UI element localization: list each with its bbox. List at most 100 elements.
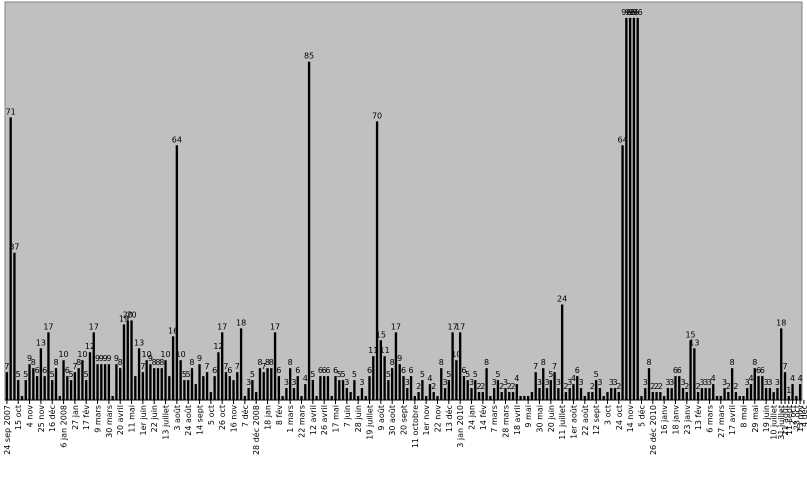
bar-201: [764, 388, 768, 400]
value-label-157: 3: [597, 378, 602, 387]
value-label-164: 96: [621, 8, 631, 17]
x-tick-label-108: 11 octobre: [411, 405, 420, 448]
value-label-100: 11: [380, 346, 390, 355]
bar-6: [28, 364, 31, 400]
value-label-210: 4: [798, 374, 803, 383]
value-label-117: 5: [446, 370, 451, 379]
bar-67: [258, 368, 262, 400]
value-label-23: 17: [89, 322, 99, 331]
bar-165: [628, 17, 632, 400]
bar-91: [349, 392, 352, 400]
x-tick-label-144: 20 juin: [547, 405, 556, 432]
x-tick-label-186: 6 mars: [705, 405, 714, 433]
bar-33: [130, 320, 133, 400]
value-label-89: 5: [341, 370, 346, 379]
bar-209: [795, 396, 798, 400]
bar-17: [69, 380, 73, 400]
value-label-74: 3: [284, 378, 289, 387]
bar-134: [511, 392, 515, 400]
bar-144: [549, 380, 552, 400]
bar-109: [417, 392, 420, 400]
x-tick-label-203: 10 juillet: [770, 405, 779, 440]
bar-208: [791, 384, 794, 400]
bar-152: [579, 388, 583, 400]
bar-100: [383, 356, 386, 400]
bar-82: [315, 396, 318, 400]
bar-68: [262, 372, 265, 400]
value-label-45: 64: [172, 135, 182, 144]
bar-210: [798, 384, 802, 400]
value-label-62: 18: [236, 318, 246, 327]
value-label-61: 7: [235, 362, 240, 371]
bar-142: [542, 368, 545, 400]
value-label-145: 7: [552, 362, 557, 371]
bar-198: [753, 368, 756, 400]
bar-106: [406, 388, 409, 400]
bar-83: [319, 376, 322, 400]
x-tick-label-141: 30 mai: [535, 405, 544, 433]
bar-42: [164, 360, 167, 400]
value-label-53: 7: [205, 362, 210, 371]
bar-102: [391, 368, 394, 400]
value-label-19: 8: [76, 358, 81, 367]
bar-158: [602, 396, 605, 400]
value-label-72: 6: [276, 366, 281, 375]
bar-112: [428, 384, 432, 400]
value-label-134: 2: [510, 382, 515, 391]
value-label-103: 17: [391, 322, 401, 331]
x-tick-label-177: 18 janv: [671, 405, 680, 435]
value-label-121: 6: [461, 366, 466, 375]
value-label-141: 3: [537, 378, 542, 387]
bar-181: [689, 340, 692, 400]
x-tick-label-105: 20 sept: [400, 405, 409, 435]
bar-169: [644, 388, 647, 400]
value-label-40: 8: [155, 358, 160, 367]
bar-73: [281, 396, 284, 400]
bar-44: [171, 336, 175, 400]
bar-140: [534, 372, 537, 400]
bar-194: [738, 396, 741, 400]
bar-184: [700, 388, 704, 400]
plot-area: [4, 1, 803, 401]
value-label-3: 5: [16, 370, 21, 379]
value-label-39: 8: [152, 358, 157, 367]
value-label-186: 3: [707, 378, 712, 387]
value-label-184: 3: [699, 378, 704, 387]
x-tick-label-99: 9 août: [377, 405, 386, 431]
x-tick-label-66: 28 déc 2008: [251, 405, 261, 455]
value-label-6: 9: [27, 354, 32, 363]
value-label-22: 12: [85, 342, 95, 351]
value-label-35: 13: [134, 338, 144, 347]
bar-204: [776, 388, 779, 400]
bar-124: [474, 380, 477, 400]
value-label-155: 2: [590, 382, 595, 391]
x-tick-label-6: 4 nov: [26, 405, 35, 428]
bar-87: [334, 376, 337, 400]
value-label-37: 10: [142, 350, 152, 359]
bar-145: [553, 372, 556, 400]
x-tick-label-129: 7 mars: [490, 405, 499, 433]
value-label-94: 3: [359, 378, 364, 387]
value-label-59: 6: [227, 366, 232, 375]
bar-120: [458, 332, 462, 400]
bar-15: [62, 360, 65, 400]
bar-32: [126, 320, 129, 400]
value-label-13: 8: [53, 358, 58, 367]
value-label-172: 2: [654, 382, 659, 391]
x-tick-label-162: 24 oct: [615, 405, 624, 430]
value-label-119: 10: [451, 350, 461, 359]
x-tick-label-111: 1er nov: [422, 405, 431, 436]
bar-200: [761, 376, 764, 400]
value-label-64: 3: [246, 378, 251, 387]
value-label-99: 15: [376, 330, 386, 339]
value-label-179: 3: [680, 378, 685, 387]
bar-151: [576, 376, 579, 400]
bar-49: [190, 368, 194, 400]
value-label-41: 8: [159, 358, 164, 367]
value-label-109: 2: [416, 382, 421, 391]
value-label-124: 5: [473, 370, 478, 379]
value-label-26: 9: [103, 354, 108, 363]
value-label-32: 20: [123, 310, 133, 319]
value-label-16: 6: [65, 366, 70, 375]
bar-150: [572, 384, 575, 400]
